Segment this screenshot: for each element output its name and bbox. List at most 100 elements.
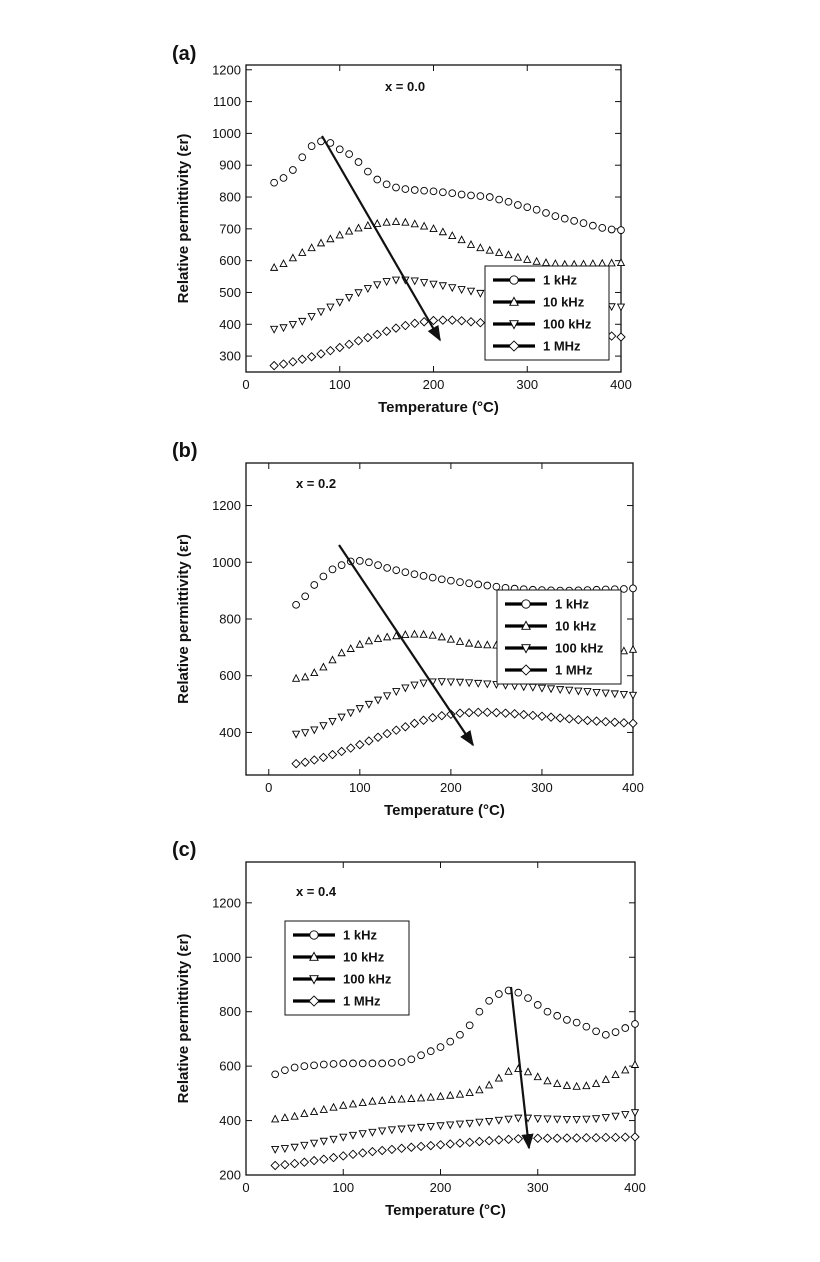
- x-tick-label: 200: [423, 377, 445, 392]
- marker: [620, 585, 628, 593]
- marker: [310, 668, 319, 677]
- marker: [329, 1060, 338, 1068]
- marker: [581, 1132, 592, 1143]
- marker: [420, 186, 428, 195]
- y-tick-label: 1100: [213, 94, 241, 109]
- marker: [446, 634, 456, 643]
- marker: [483, 581, 492, 590]
- marker: [436, 1091, 445, 1100]
- marker: [373, 219, 382, 227]
- marker: [309, 975, 319, 985]
- marker: [621, 1065, 630, 1074]
- marker: [611, 1028, 620, 1036]
- marker: [476, 192, 485, 200]
- marker: [392, 688, 401, 697]
- marker: [316, 308, 326, 317]
- annotation: x = 0.4: [296, 884, 337, 899]
- marker: [611, 1112, 620, 1121]
- marker: [300, 757, 310, 767]
- marker: [616, 258, 626, 267]
- marker: [290, 1143, 299, 1152]
- y-tick-label: 500: [219, 285, 241, 300]
- marker: [426, 1123, 435, 1131]
- y-tick-label: 600: [219, 668, 241, 683]
- marker: [475, 1007, 484, 1016]
- marker: [484, 1117, 494, 1126]
- marker: [466, 317, 476, 327]
- marker: [448, 284, 457, 293]
- marker: [546, 685, 556, 694]
- legend-label: 1 kHz: [543, 273, 577, 288]
- marker: [309, 1139, 319, 1148]
- marker: [397, 1058, 406, 1066]
- marker: [437, 678, 446, 687]
- marker: [438, 315, 448, 325]
- annotation: x = 0.0: [385, 79, 425, 94]
- marker: [419, 221, 429, 230]
- marker: [290, 1111, 299, 1120]
- marker: [391, 276, 401, 285]
- marker: [583, 688, 592, 697]
- marker: [382, 692, 392, 701]
- marker: [336, 746, 347, 757]
- marker: [572, 1018, 581, 1027]
- marker: [339, 1100, 348, 1109]
- marker: [345, 150, 353, 158]
- marker: [474, 639, 483, 648]
- marker: [401, 185, 410, 193]
- marker: [572, 1081, 581, 1090]
- marker: [419, 317, 429, 327]
- marker: [456, 578, 464, 586]
- x-tick-label: 300: [527, 1180, 549, 1195]
- marker: [279, 259, 288, 268]
- marker: [582, 1081, 591, 1090]
- marker: [409, 718, 420, 729]
- marker: [368, 1128, 377, 1137]
- marker: [328, 655, 337, 664]
- marker: [563, 1016, 571, 1024]
- marker: [514, 1114, 523, 1123]
- marker: [338, 1151, 348, 1161]
- marker: [523, 254, 532, 263]
- marker: [335, 145, 344, 154]
- marker: [383, 564, 391, 572]
- marker: [400, 320, 411, 331]
- marker: [582, 1022, 591, 1031]
- marker: [574, 687, 583, 696]
- y-tick-label: 1200: [212, 895, 241, 910]
- marker: [353, 336, 364, 346]
- marker: [326, 234, 335, 243]
- marker: [509, 320, 519, 330]
- marker: [310, 726, 319, 735]
- marker: [418, 715, 429, 725]
- marker: [280, 1159, 290, 1170]
- marker: [269, 360, 279, 371]
- marker: [500, 708, 511, 718]
- legend-label: 100 kHz: [543, 317, 592, 332]
- marker: [456, 1030, 464, 1039]
- marker: [344, 339, 354, 350]
- marker: [447, 576, 455, 585]
- marker: [319, 1154, 329, 1164]
- trend-arrow: [338, 544, 474, 747]
- legend-label: 1 kHz: [555, 597, 589, 612]
- marker: [291, 730, 301, 739]
- x-tick-label: 100: [329, 377, 351, 392]
- marker: [280, 1145, 290, 1154]
- marker: [299, 1157, 310, 1167]
- marker: [503, 1134, 514, 1145]
- marker: [485, 245, 494, 254]
- x-tick-label: 300: [531, 780, 553, 795]
- marker: [410, 570, 419, 579]
- marker: [523, 1067, 533, 1076]
- marker: [335, 230, 344, 239]
- marker: [591, 1079, 601, 1087]
- trend-arrow: [509, 986, 534, 1150]
- marker: [346, 644, 355, 652]
- marker: [428, 573, 437, 582]
- marker: [387, 1126, 397, 1135]
- marker: [289, 1158, 300, 1169]
- marker: [564, 714, 574, 724]
- marker: [601, 1132, 611, 1143]
